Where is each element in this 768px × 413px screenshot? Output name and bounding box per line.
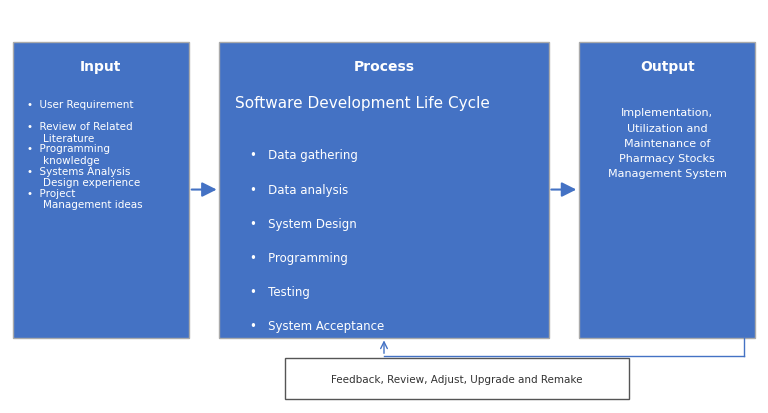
Text: •   Testing: • Testing [250,285,310,298]
Text: •   Data analysis: • Data analysis [250,183,349,196]
Text: Literature: Literature [44,133,94,143]
Bar [13,43,189,338]
Text: •   Data gathering: • Data gathering [250,149,358,162]
Bar [220,43,548,338]
Text: Process: Process [353,60,415,74]
Text: •  Project: • Project [27,188,75,198]
Text: •   System Design: • System Design [250,217,357,230]
Bar [284,358,629,399]
Text: Design experience: Design experience [44,178,141,188]
Text: Input: Input [80,60,121,74]
Text: Management ideas: Management ideas [44,200,143,210]
Text: •   System Acceptance: • System Acceptance [250,319,384,332]
Text: •  Programming: • Programming [27,144,110,154]
Text: Feedback, Review, Adjust, Upgrade and Remake: Feedback, Review, Adjust, Upgrade and Re… [331,374,582,384]
Text: •   Programming: • Programming [250,251,348,264]
Text: •  Review of Related: • Review of Related [27,122,132,132]
Text: •  Systems Analysis: • Systems Analysis [27,166,130,176]
Text: knowledge: knowledge [44,156,100,166]
Text: Software Development Life Cycle: Software Development Life Cycle [235,96,490,111]
Text: •  User Requirement: • User Requirement [27,100,133,110]
Text: Implementation,
Utilization and
Maintenance of
Pharmacy Stocks
Management System: Implementation, Utilization and Maintena… [607,108,727,179]
Text: Output: Output [640,60,694,74]
Bar [579,43,755,338]
